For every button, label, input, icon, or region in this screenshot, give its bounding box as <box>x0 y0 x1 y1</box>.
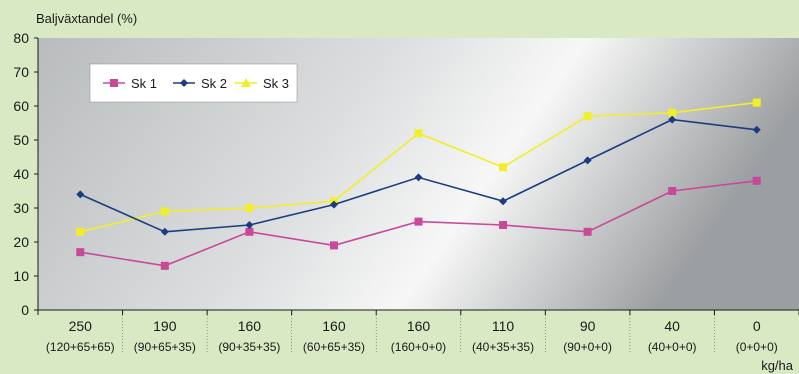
x-tick-label: 250 <box>69 318 93 334</box>
series-layer <box>76 98 761 270</box>
x-tick-label: 190 <box>153 318 177 334</box>
x-axis-unit: kg/ha <box>761 358 794 373</box>
y-tick-label: 0 <box>21 302 29 318</box>
data-point <box>414 173 423 182</box>
x-tick-sublabel: (40+0+0) <box>648 340 697 354</box>
y-tick-label: 20 <box>13 234 29 250</box>
x-tick-label: 0 <box>753 318 761 334</box>
data-point <box>499 197 508 206</box>
x-tick-sublabel: (90+35+35) <box>218 340 280 354</box>
data-point <box>752 176 761 185</box>
data-point <box>414 217 423 226</box>
y-axis-ticks: 0 10 20 30 40 50 60 70 80 <box>13 30 38 318</box>
data-point <box>499 221 508 229</box>
legend-label: Sk 1 <box>131 76 157 91</box>
legend-swatch-marker <box>180 79 188 87</box>
data-point <box>583 156 592 165</box>
y-tick-label: 30 <box>13 200 29 216</box>
data-point <box>499 163 508 172</box>
x-tick-sublabel: (90+65+35) <box>134 340 196 354</box>
legend-label: Sk 3 <box>263 76 289 91</box>
legend: Sk 1 Sk 2 Sk 3 <box>89 63 298 103</box>
legend-swatch-marker <box>110 79 118 87</box>
data-point <box>668 187 677 195</box>
x-tick-sublabel: (60+65+35) <box>303 340 365 354</box>
x-tick-sublabel: (160+0+0) <box>391 340 446 354</box>
series <box>76 115 761 236</box>
data-point <box>76 190 85 199</box>
data-point <box>583 227 592 236</box>
x-tick-label: 160 <box>407 318 431 334</box>
x-tick-sublabel: (90+0+0) <box>563 340 612 354</box>
data-point <box>160 261 169 270</box>
x-tick-label: 160 <box>322 318 346 334</box>
series <box>76 176 761 270</box>
data-point <box>329 200 338 209</box>
data-point <box>583 112 592 121</box>
x-tick-label: 110 <box>492 318 515 334</box>
x-tick-sublabel: (120+65+65) <box>46 340 115 354</box>
legend-swatch-marker <box>241 78 251 87</box>
x-tick-label: 40 <box>664 318 680 334</box>
legend-label: Sk 2 <box>201 76 227 91</box>
data-point <box>668 115 677 124</box>
y-tick-label: 50 <box>13 132 29 148</box>
data-point <box>414 129 423 138</box>
x-tick-label: 90 <box>580 318 596 334</box>
x-tick-label: 160 <box>238 318 262 334</box>
y-tick-label: 80 <box>13 30 29 46</box>
y-tick-label: 10 <box>13 268 29 284</box>
data-point <box>76 227 85 236</box>
data-point <box>160 207 169 216</box>
y-axis-title: Baljväxtandel (%) <box>36 11 137 26</box>
x-tick-sublabel: (0+0+0) <box>736 340 778 354</box>
data-point <box>245 221 254 229</box>
data-point <box>668 108 677 117</box>
data-point <box>752 125 761 134</box>
data-point <box>329 241 338 250</box>
data-point <box>160 227 169 236</box>
x-axis-ticks: 250 (120+65+65) 190 (90+65+35) 160 (90+35+35)… <box>37 310 799 354</box>
data-point <box>752 98 761 107</box>
y-tick-label: 60 <box>13 98 29 114</box>
data-point <box>76 248 85 257</box>
y-tick-label: 40 <box>13 166 29 182</box>
x-tick-sublabel: (40+35+35) <box>472 340 534 354</box>
data-point <box>245 204 254 212</box>
data-point <box>245 227 254 236</box>
y-tick-label: 70 <box>13 64 29 80</box>
